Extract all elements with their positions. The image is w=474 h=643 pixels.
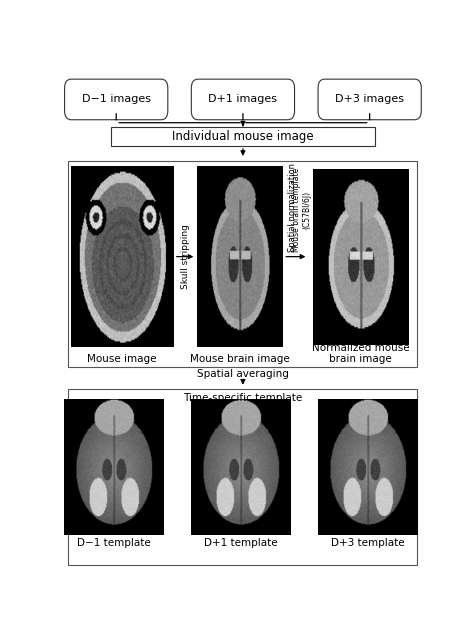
FancyBboxPatch shape	[191, 79, 294, 120]
Text: D+1 images: D+1 images	[209, 95, 277, 104]
Text: Mouse brain template
(C57Bl/6J): Mouse brain template (C57Bl/6J)	[292, 167, 311, 251]
Bar	[68, 389, 418, 565]
Text: D−1 images: D−1 images	[82, 95, 151, 104]
Text: D+3 images: D+3 images	[335, 95, 404, 104]
Text: D−1 template: D−1 template	[77, 538, 150, 548]
Bar	[68, 161, 418, 367]
Text: Spatial normalization: Spatial normalization	[288, 163, 297, 251]
Text: Time-specific template: Time-specific template	[183, 393, 302, 403]
Text: Normalized mouse
brain image: Normalized mouse brain image	[312, 343, 409, 365]
Text: Mouse brain image: Mouse brain image	[190, 354, 290, 365]
Text: D+1 template: D+1 template	[203, 538, 277, 548]
Text: Skull stripping: Skull stripping	[181, 224, 190, 289]
Text: Spatial averaging: Spatial averaging	[197, 369, 289, 379]
FancyBboxPatch shape	[318, 79, 421, 120]
Bar	[110, 127, 375, 146]
FancyBboxPatch shape	[64, 79, 168, 120]
Text: Mouse image: Mouse image	[87, 354, 157, 365]
Text: Individual mouse image: Individual mouse image	[172, 130, 314, 143]
Bar	[309, 167, 412, 347]
Text: D+3 template: D+3 template	[331, 538, 405, 548]
